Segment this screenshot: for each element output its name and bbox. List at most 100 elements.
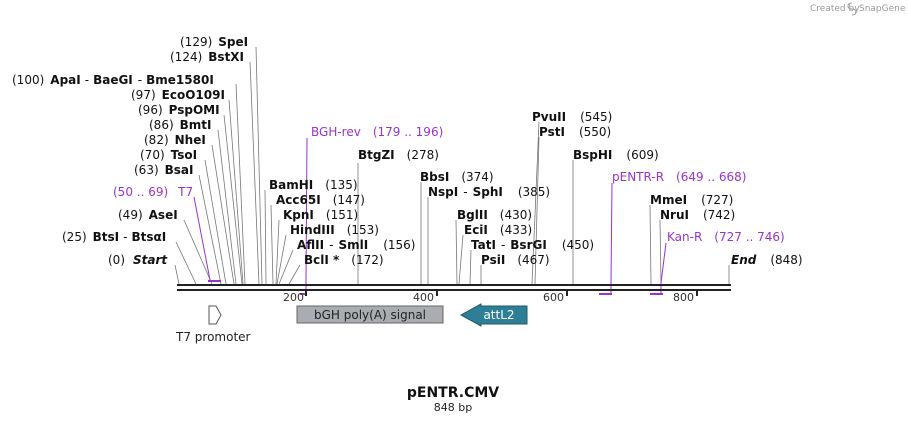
feature-label-attl2: attL2 xyxy=(483,308,514,322)
axis-tick-400: 400 xyxy=(413,291,434,304)
leader-bsai xyxy=(198,174,222,285)
svg-text:pENTR-R(649 .. 668): pENTR-R (649 .. 668) xyxy=(612,170,746,184)
svg-text:(50 .. 69)T7: (50 .. 69) T7 xyxy=(113,185,193,199)
site-name-aflii[interactable]: AflII xyxy=(297,238,324,252)
feature-attl2[interactable]: attL2 xyxy=(459,303,528,327)
svg-text:(82)NheI: (82) NheI xyxy=(144,133,206,147)
site-name-psti[interactable]: PstI xyxy=(539,125,565,139)
site-pos-pvuii: (545) xyxy=(580,110,612,124)
site-name-bamhi[interactable]: BamHI xyxy=(269,178,313,192)
svg-text:BamHI(135): BamHI (135) xyxy=(269,178,358,192)
leader-ecii xyxy=(458,234,464,285)
site-name-pvuii[interactable]: PvuII xyxy=(532,110,566,124)
site-name-tsoi[interactable]: TsoI xyxy=(171,148,197,162)
site-name-btsai[interactable]: BtsαI xyxy=(131,230,166,244)
sequence-backbone xyxy=(177,284,731,291)
site-name-sphi[interactable]: SphI xyxy=(473,185,503,199)
svg-text:Kan-R(727 .. 746): Kan-R (727 .. 746) xyxy=(667,230,785,244)
site-name-bsrgi[interactable]: BsrGI xyxy=(510,238,547,252)
site-name-btsi[interactable]: BtsI xyxy=(93,230,120,244)
svg-text:Acc65I(147): Acc65I (147) xyxy=(276,193,365,207)
svg-text:NspI-SphI(385): NspI - SphI (385) xyxy=(428,185,550,199)
site-name-apai[interactable]: ApaI xyxy=(50,73,80,87)
svg-text:(100)ApaI-BaeGI-Bme1580I: (100) ApaI - BaeGI - Bme1580I xyxy=(12,73,214,87)
svg-text:PstI(550): PstI (550) xyxy=(539,125,611,139)
primer-name-t7[interactable]: T7 xyxy=(177,185,193,199)
site-name-mmei[interactable]: MmeI xyxy=(650,193,687,207)
site-name-bstxi[interactable]: BstXI xyxy=(208,50,244,64)
primer-marks xyxy=(208,280,663,295)
svg-text:MmeI(727): MmeI (727) xyxy=(650,193,733,207)
site-pos-psti: (550) xyxy=(579,125,611,139)
site-name-baegi[interactable]: BaeGI xyxy=(93,73,133,87)
primer-range-t7: (50 .. 69) xyxy=(113,185,168,199)
feature-bgh-polya[interactable]: bGH poly(A) signal xyxy=(296,305,444,324)
site-name-acc65i[interactable]: Acc65I xyxy=(276,193,321,207)
feature-t7-promoter[interactable]: T7 promoter xyxy=(175,305,251,344)
site-name-end[interactable]: End xyxy=(731,253,757,267)
site-name-smli[interactable]: SmlI xyxy=(338,238,368,252)
axis-tick-200: 200 xyxy=(283,291,304,304)
site-name-psii[interactable]: PsiI xyxy=(481,253,505,267)
svg-text:(86)BmtI: (86) BmtI xyxy=(149,118,212,132)
site-pos-bstxi: (124) xyxy=(170,50,202,64)
primer-name-kan-r[interactable]: Kan-R xyxy=(667,230,702,244)
svg-text:BbsI(374): BbsI (374) xyxy=(420,170,494,184)
site-name-ecii[interactable]: EciI xyxy=(464,223,488,237)
site-name-asei[interactable]: AseI xyxy=(149,208,178,222)
leader-apai xyxy=(235,83,246,285)
site-name-ecoo109i[interactable]: EcoO109I xyxy=(162,88,225,102)
site-name-bcli[interactable]: BclI * xyxy=(304,253,340,267)
site-pos-pspomi: (96) xyxy=(138,103,163,117)
credit-brand: SnapGene xyxy=(859,4,906,14)
site-name-tati[interactable]: TatI xyxy=(471,238,496,252)
site-name-start[interactable]: Start xyxy=(133,253,168,267)
leader-tsoi xyxy=(204,159,227,285)
site-pos-tati: (450) xyxy=(562,238,594,252)
svg-text:(96)PspOMI: (96) PspOMI xyxy=(138,103,220,117)
leader-ecoo109i xyxy=(228,99,244,285)
svg-text:BclI *(172): BclI * (172) xyxy=(304,253,384,267)
site-name-spei[interactable]: SpeI xyxy=(218,35,248,49)
site-name-bmti[interactable]: BmtI xyxy=(180,118,212,132)
site-name-btgzi[interactable]: BtgZI xyxy=(358,148,395,162)
site-pos-hindiii: (153) xyxy=(347,223,379,237)
site-name-bglii[interactable]: BglII xyxy=(457,208,488,222)
leader-btsi xyxy=(175,241,197,285)
site-name-nrui[interactable]: NruI xyxy=(660,208,689,222)
site-name-pspomi[interactable]: PspOMI xyxy=(169,103,220,117)
leader-acc65i xyxy=(270,204,274,285)
bgh-polya-box xyxy=(296,305,444,324)
site-pos-end: (848) xyxy=(770,253,802,267)
primer-name-pentr-r[interactable]: pENTR-R xyxy=(612,170,664,184)
site-name-bbsi[interactable]: BbsI xyxy=(420,170,449,184)
svg-text:(63)BsaI: (63) BsaI xyxy=(134,163,194,177)
site-name-nhei[interactable]: NheI xyxy=(175,133,206,147)
site-name-bsphi[interactable]: BspHI xyxy=(573,148,612,162)
site-pos-nspi: (385) xyxy=(518,185,550,199)
primer-range-bgh-rev: (179 .. 196) xyxy=(373,125,443,139)
site-name-bsai[interactable]: BsaI xyxy=(165,163,194,177)
site-name-kpni[interactable]: KpnI xyxy=(283,208,314,222)
t7-promoter-arrow-icon xyxy=(208,305,222,325)
svg-text:(0)Start: (0) Start xyxy=(108,253,168,267)
site-pos-ecii: (433) xyxy=(500,223,532,237)
site-pos-bglii: (430) xyxy=(500,208,532,222)
site-name-bme1580i[interactable]: Bme1580I xyxy=(146,73,214,87)
site-pos-nrui: (742) xyxy=(703,208,735,222)
svg-text:HindIII(153): HindIII (153) xyxy=(290,223,379,237)
site-pos-psii: (467) xyxy=(517,253,549,267)
site-pos-acc65i: (147) xyxy=(333,193,365,207)
primer-name-bgh-rev[interactable]: BGH-rev xyxy=(311,125,361,139)
svg-text:(49)AseI: (49) AseI xyxy=(118,208,178,222)
site-pos-start: (0) xyxy=(108,253,125,267)
site-name-hindiii[interactable]: HindIII xyxy=(290,223,335,237)
leader-bamhi xyxy=(264,189,267,285)
site-name-nspi[interactable]: NspI xyxy=(428,185,458,199)
leader-bglii xyxy=(455,219,458,285)
svg-text:EciI(433): EciI (433) xyxy=(464,223,532,237)
site-pos-aflii: (156) xyxy=(383,238,415,252)
site-pos-bcli: (172) xyxy=(351,253,383,267)
svg-text:BtgZI(278): BtgZI (278) xyxy=(358,148,439,162)
